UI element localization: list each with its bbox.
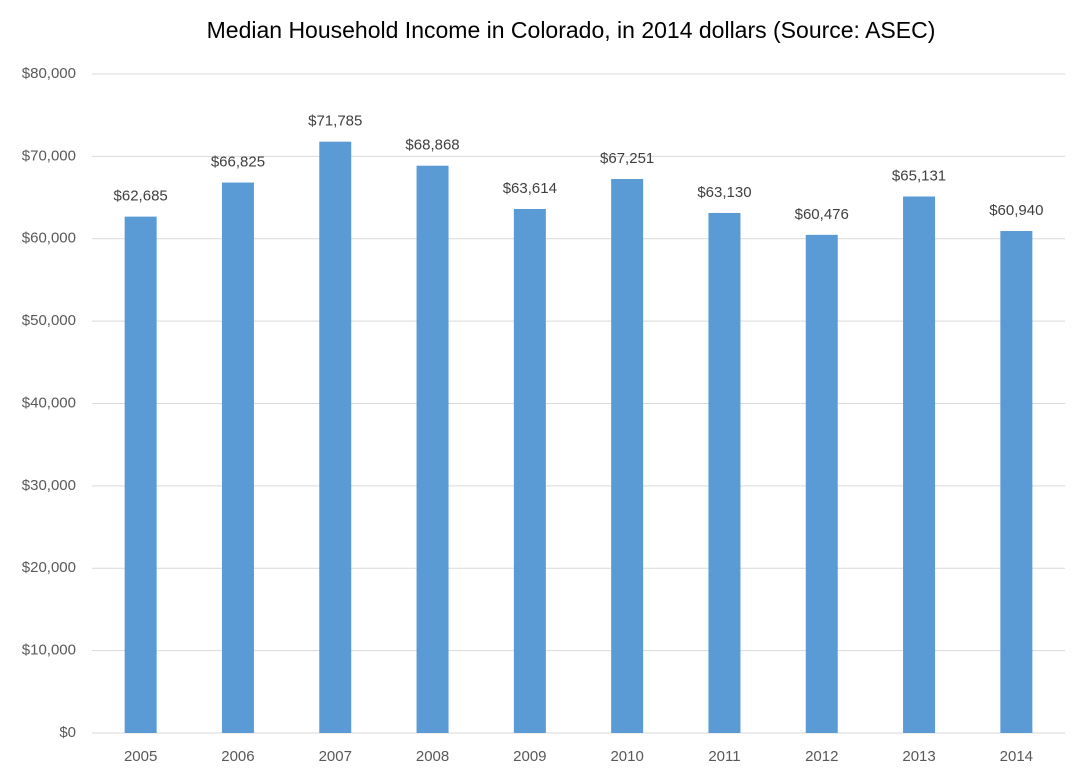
value-label: $62,685 — [114, 188, 168, 205]
bar — [221, 182, 254, 734]
bar — [1000, 231, 1033, 733]
x-tick-label: 2013 — [902, 748, 935, 765]
bar — [611, 179, 644, 733]
value-label: $63,614 — [503, 180, 557, 197]
y-tick-label: $60,000 — [22, 230, 76, 247]
y-tick-label: $70,000 — [22, 147, 76, 164]
x-tick-label: 2011 — [708, 748, 740, 765]
value-label: $68,868 — [405, 137, 459, 154]
y-tick-label: $40,000 — [22, 394, 76, 411]
bar — [416, 165, 449, 734]
x-tick-label: 2008 — [416, 748, 449, 765]
value-label: $63,130 — [697, 184, 751, 201]
x-tick-label: 2005 — [124, 748, 157, 765]
value-label: $60,940 — [989, 202, 1043, 219]
y-tick-label: $20,000 — [22, 559, 76, 576]
x-tick-label: 2006 — [221, 748, 254, 765]
x-tick-label: 2010 — [610, 748, 643, 765]
bar — [708, 212, 741, 734]
x-tick-label: 2012 — [805, 748, 838, 765]
y-tick-label: $80,000 — [22, 65, 76, 82]
x-tick-label: 2014 — [1000, 748, 1033, 765]
y-tick-label: $50,000 — [22, 312, 76, 329]
x-tick-label: 2007 — [319, 748, 352, 765]
bar — [124, 216, 157, 733]
y-tick-label: $10,000 — [22, 642, 76, 659]
bar — [513, 208, 546, 733]
chart-title: Median Household Income in Colorado, in … — [207, 17, 936, 43]
bar — [903, 196, 936, 733]
x-tick-label: 2009 — [513, 748, 546, 765]
y-tick-label: $30,000 — [22, 477, 76, 494]
bar — [805, 234, 838, 733]
y-tick-label: $0 — [59, 724, 76, 741]
value-label: $65,131 — [892, 167, 946, 184]
value-label: $66,825 — [211, 153, 265, 170]
value-label: $60,476 — [795, 206, 849, 223]
bar — [319, 141, 352, 733]
value-label: $71,785 — [308, 113, 362, 130]
value-label: $67,251 — [600, 150, 654, 167]
